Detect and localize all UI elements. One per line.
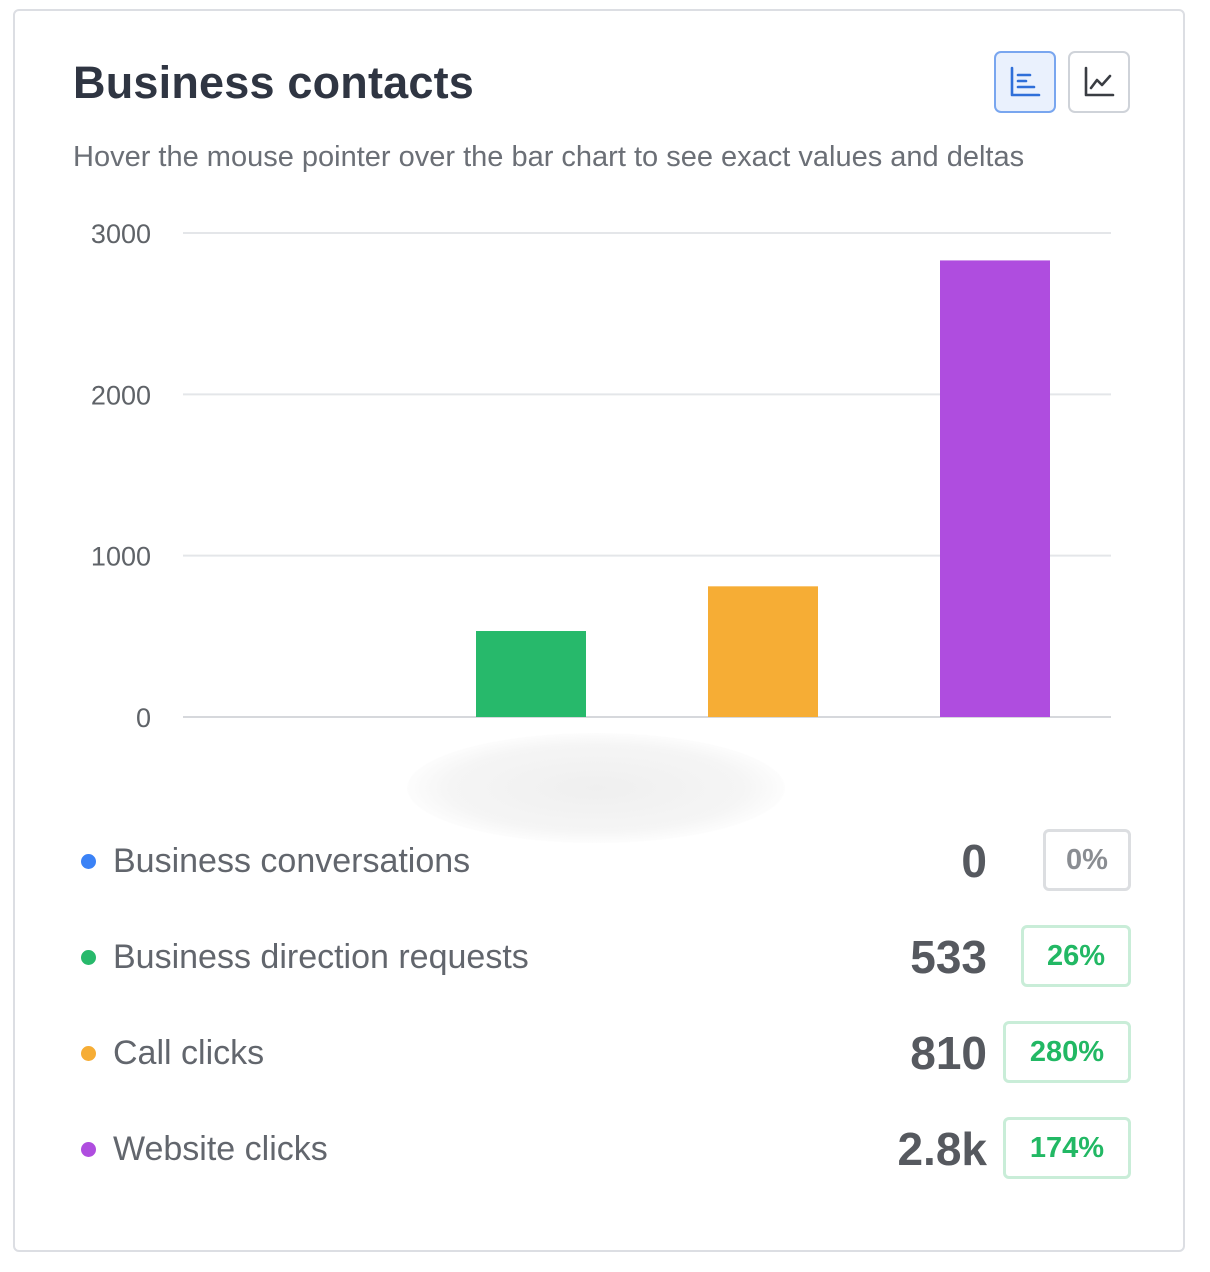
y-tick-label: 3000: [91, 219, 151, 249]
legend-label: Call clicks: [113, 1034, 265, 1072]
legend-dot: [81, 950, 96, 965]
card-title: Business contacts: [73, 57, 475, 108]
legend-dot: [81, 854, 96, 869]
delta-badge: 0%: [1043, 829, 1131, 891]
delta-badge: 280%: [1003, 1021, 1131, 1083]
line-chart-icon: [1084, 66, 1115, 97]
bar-chart-view-button[interactable]: [994, 51, 1056, 113]
card-subtitle: Hover the mouse pointer over the bar cha…: [73, 141, 1025, 173]
legend-item-business-conversations: Business conversations 0 0%: [15, 829, 1187, 893]
legend-item-call-clicks: Call clicks 810 280%: [15, 1021, 1187, 1085]
bar-business-direction-requests[interactable]: [476, 631, 586, 717]
legend-label: Business conversations: [113, 842, 471, 880]
bar-website-clicks[interactable]: [940, 260, 1050, 717]
blurred-area: [407, 733, 785, 843]
legend-item-website-clicks: Website clicks 2.8k 174%: [15, 1117, 1187, 1181]
delta-badge: 26%: [1021, 925, 1131, 987]
y-tick-label: 2000: [91, 380, 151, 410]
legend-value: 0: [961, 835, 987, 887]
legend-value: 2.8k: [897, 1123, 987, 1175]
legend-label: Website clicks: [113, 1130, 328, 1168]
legend-dot: [81, 1046, 96, 1061]
legend-dot: [81, 1142, 96, 1157]
delta-badge: 174%: [1003, 1117, 1131, 1179]
y-tick-label: 0: [136, 703, 151, 733]
line-chart-view-button[interactable]: [1068, 51, 1130, 113]
y-tick-label: 1000: [91, 542, 151, 572]
bar-call-clicks[interactable]: [708, 586, 818, 717]
legend-item-business-direction-requests: Business direction requests 533 26%: [15, 925, 1187, 989]
bar-chart-icon: [1010, 66, 1041, 97]
legend-label: Business direction requests: [113, 938, 529, 976]
legend-value: 533: [910, 931, 987, 983]
bar-chart-svg[interactable]: 0 1000 2000 3000: [15, 11, 1187, 771]
legend-value: 810: [910, 1027, 987, 1079]
business-contacts-card: Business contacts Hover the mouse pointe…: [13, 9, 1185, 1252]
